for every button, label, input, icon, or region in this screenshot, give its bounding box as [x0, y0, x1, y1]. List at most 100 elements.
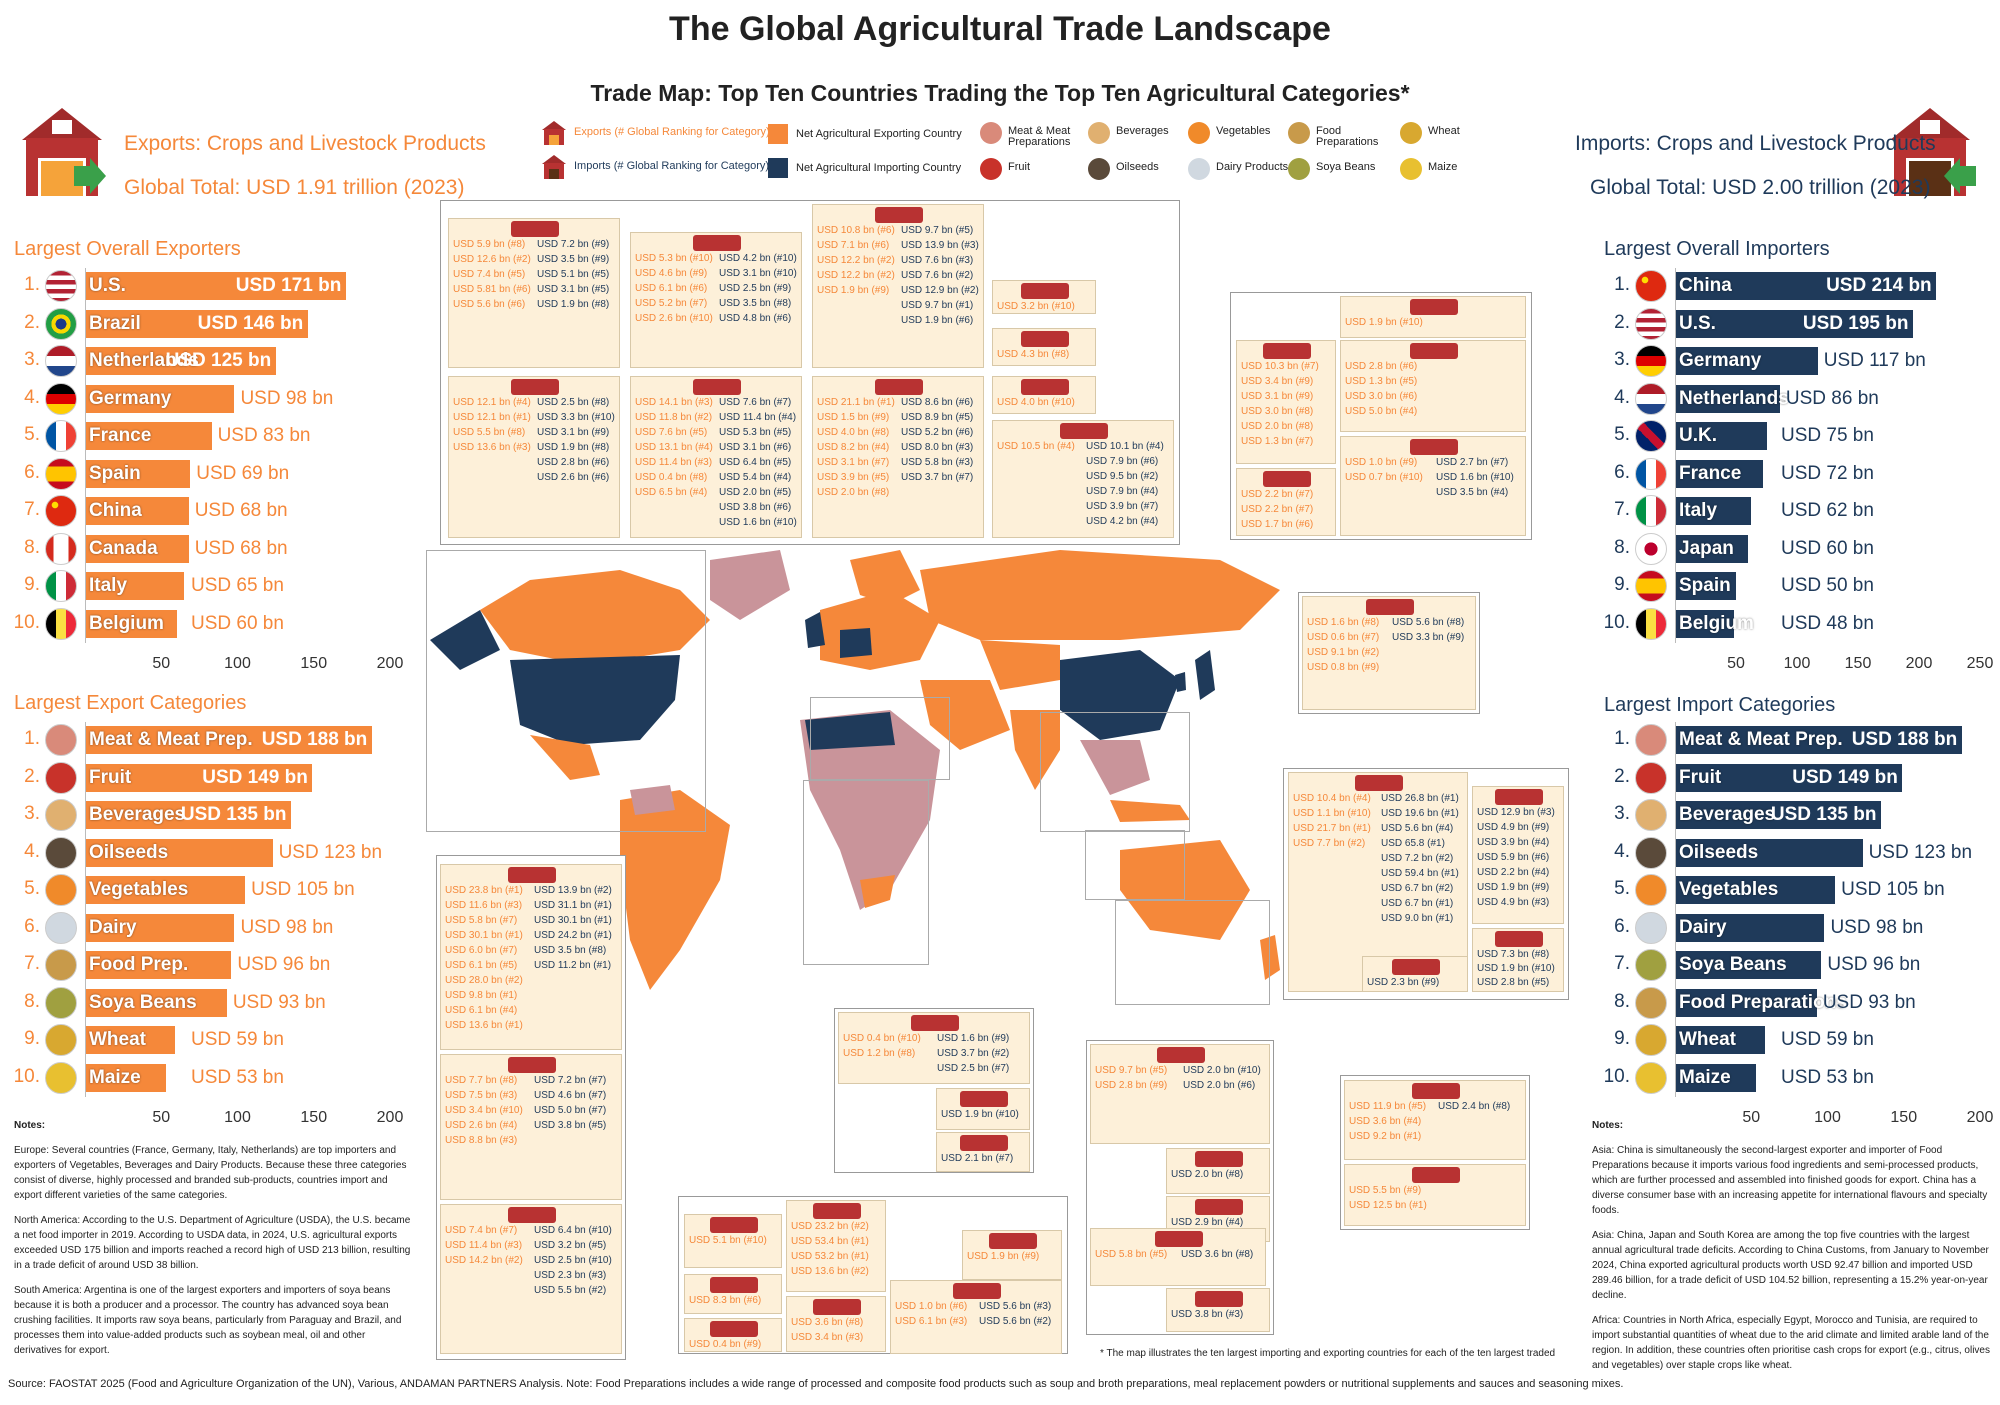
rank-label: 1. [24, 728, 40, 749]
legend-category-label: Fruit [1008, 161, 1030, 173]
country-marker-icon [1495, 789, 1543, 805]
inset-import-value: USD 3.6 bn (#8) [1181, 1249, 1254, 1260]
notes-heading-left: Notes: [14, 1120, 46, 1131]
bar-value-label: USD 50 bn [1781, 575, 1874, 596]
bar-category-label: Food Preparations [1679, 991, 1847, 1013]
rank-label: 10. [1603, 611, 1630, 633]
page-title: The Global Agricultural Trade Landscape [669, 10, 1331, 48]
legend-category-label: Vegetables [1216, 125, 1271, 137]
bar-value-label: USD 105 bn [251, 879, 355, 900]
rank-label: 5. [24, 424, 40, 445]
inset-singapore: USD 5.8 bn (#5) USD 3.6 bn (#8) [1090, 1228, 1266, 1286]
flag-icon [45, 270, 77, 302]
rank-label: 2. [1614, 765, 1630, 787]
inset-import-value: USD 6.7 bn (#2) [1381, 883, 1454, 894]
map-scandinavia [850, 550, 920, 605]
meat-icon [1635, 724, 1667, 756]
inset-import-value: USD 2.6 bn (#6) [537, 472, 610, 483]
country-marker-icon [710, 1321, 758, 1337]
inset-import-value: USD 3.5 bn (#8) [719, 298, 792, 309]
bar-value-label: USD 123 bn [278, 841, 383, 863]
bar-category-label: U.K. [1679, 425, 1717, 446]
bowl-icon [1288, 122, 1310, 144]
bar [85, 1063, 166, 1092]
country-marker-icon [693, 235, 741, 251]
inset-export-value: USD 2.0 bn (#8) [1241, 421, 1314, 432]
inset-export-value: USD 4.0 bn (#8) [817, 427, 890, 438]
rank-label: 7. [1614, 499, 1630, 520]
map-frame-north-america [426, 550, 706, 832]
bar-category-label: Oilseeds [1679, 841, 1759, 863]
inset-export-value: USD 5.8 bn (#5) [1095, 1249, 1168, 1260]
legend-exports: Exports (# Global Ranking for Category) [574, 126, 770, 138]
rank-label: 8. [24, 990, 40, 1012]
inset-import-value: USD 1.9 bn (#8) [537, 442, 610, 453]
inset-import-value: USD 5.6 bn (#3) [979, 1301, 1052, 1312]
inset-export-value: USD 7.4 bn (#5) [453, 269, 526, 280]
inset-export-value: USD 3.9 bn (#5) [817, 472, 890, 483]
bar [1675, 1063, 1756, 1092]
exports-total: Global Total: USD 1.91 trillion (2023) [124, 176, 465, 199]
milk-icon [1188, 158, 1210, 180]
bar-category-label: Wheat [89, 1029, 146, 1050]
inset-export-value: USD 23.2 bn (#2) [791, 1221, 869, 1232]
bar-value-label: USD 93 bn [1822, 991, 1916, 1013]
inset-import-value: USD 1.9 bn (#10) [941, 1109, 1019, 1120]
flag-icon [1635, 607, 1667, 640]
bar-category-label: Japan [1679, 537, 1734, 559]
flag-icon [1635, 270, 1667, 302]
bar-value-label: USD 69 bn [196, 462, 290, 484]
country-marker-icon [1263, 471, 1311, 487]
inset-import-value: USD 7.6 bn (#7) [719, 397, 792, 408]
inset-import-value: USD 2.0 bn (#10) [1183, 1065, 1261, 1076]
country-marker-icon [1410, 343, 1458, 359]
rank-label: 9. [24, 574, 40, 595]
legend-category-label: Meat & Meat Preparations [1008, 125, 1071, 148]
inset-import-value: USD 10.1 bn (#4) [1086, 441, 1164, 452]
inset-import-value: USD 2.0 bn (#5) [719, 487, 792, 498]
bar-category-label: Dairy [89, 916, 137, 938]
inset-spain: USD 12.1 bn (#4) USD 12.1 bn (#1) USD 5.5 … [448, 376, 620, 538]
rank-label: 4. [1614, 840, 1630, 862]
inset-import-value: USD 3.7 bn (#7) [901, 472, 974, 483]
inset-import-value: USD 1.9 bn (#10) [1477, 963, 1555, 974]
bar-category-label: Food Prep. [89, 954, 189, 975]
inset-export-value: USD 6.1 bn (#5) [445, 960, 518, 971]
inset-import-value: USD 7.2 bn (#7) [534, 1075, 607, 1086]
inset-import-value: USD 2.2 bn (#4) [1477, 867, 1550, 878]
bar [85, 876, 246, 904]
bowl-icon [45, 949, 77, 981]
bar-value-label: USD 98 bn [240, 916, 334, 938]
oilseed-icon [1635, 836, 1667, 869]
rank-label: 7. [24, 499, 40, 520]
inset-export-value: USD 6.0 bn (#7) [445, 945, 518, 956]
bar [1675, 1026, 1765, 1054]
bar [85, 609, 177, 638]
bar-category-label: Brazil [89, 312, 141, 334]
bar [1675, 422, 1767, 450]
flag-icon [1635, 420, 1667, 452]
bar-category-label: Dairy [1679, 916, 1727, 938]
inset-export-value: USD 23.8 bn (#1) [445, 885, 523, 896]
map-alaska [430, 610, 500, 670]
flag-icon [1635, 457, 1667, 490]
rank-label: 2. [1614, 311, 1630, 333]
rank-label: 7. [24, 953, 40, 974]
map-frame-africa [803, 780, 929, 965]
inset-usa: USD 23.8 bn (#1) USD 11.6 bn (#3) USD 5.8 … [440, 864, 622, 1050]
axis-tick-label: 150 [1890, 1109, 1918, 1126]
bar-category-label: Soya Beans [1679, 954, 1787, 975]
flag-icon [45, 532, 77, 565]
inset-export-value: USD 14.2 bn (#2) [445, 1255, 523, 1266]
inset-export-value: USD 1.0 bn (#9) [1345, 457, 1418, 468]
flag-icon [1635, 307, 1667, 340]
bar-value-label: USD 68 bn [194, 500, 288, 521]
map-se-asia [1080, 740, 1150, 795]
inset-export-value: USD 14.1 bn (#3) [635, 397, 713, 408]
inset-export-value: USD 4.3 bn (#8) [997, 349, 1070, 360]
map-frame-se-asia [1085, 830, 1185, 900]
inset-thailand: USD 9.7 bn (#5) USD 2.8 bn (#9) USD 2.0 bn… [1090, 1044, 1270, 1144]
inset-export-value: USD 53.4 bn (#1) [791, 1236, 869, 1247]
bar [1675, 534, 1749, 563]
legend-category-label: Maize [1428, 161, 1458, 173]
